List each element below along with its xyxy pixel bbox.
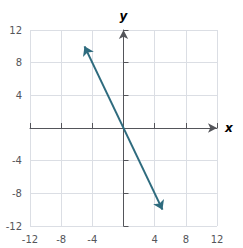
svg-text:-12: -12 [6, 221, 22, 232]
svg-text:y: y [120, 9, 129, 23]
svg-text:12: 12 [211, 234, 224, 245]
svg-text:-12: -12 [22, 234, 38, 245]
svg-text:4: 4 [16, 90, 22, 101]
svg-text:8: 8 [183, 234, 189, 245]
svg-text:-4: -4 [87, 234, 97, 245]
svg-text:12: 12 [9, 25, 22, 36]
svg-text:4: 4 [151, 234, 157, 245]
svg-text:-8: -8 [12, 188, 22, 199]
svg-text:-4: -4 [12, 155, 22, 166]
svg-text:-8: -8 [56, 234, 66, 245]
svg-text:x: x [224, 121, 234, 135]
svg-text:8: 8 [16, 57, 22, 68]
